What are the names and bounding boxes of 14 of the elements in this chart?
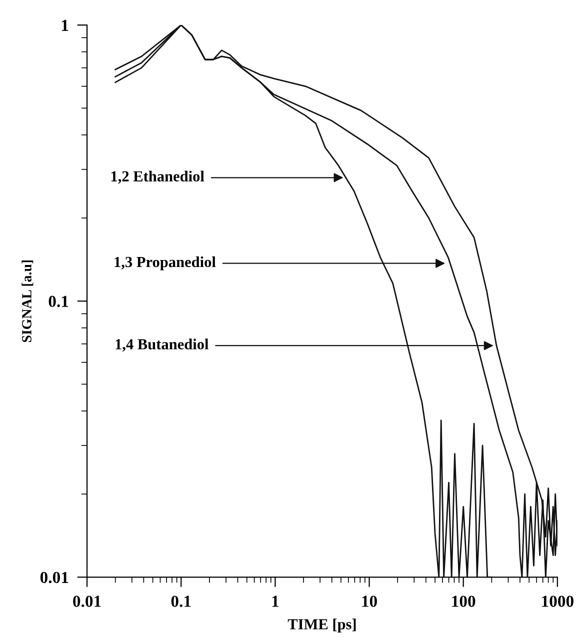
x-tick-label: 0.1 — [171, 596, 191, 608]
y-tick-label: 1 — [62, 20, 68, 31]
y-axis-title: SIGNAL [a.u] — [22, 260, 34, 342]
y-tick-label: 0.1 — [48, 296, 68, 308]
annotation: 1,4 Butanediol — [116, 338, 208, 352]
x-axis-title: TIME [ps] — [288, 618, 356, 633]
annotation: 1,3 Propanediol — [114, 256, 216, 270]
annotation: 1,2 Ethanediol — [111, 170, 204, 184]
x-tick-label: 100 — [452, 596, 476, 607]
x-tick-label: 10 — [362, 596, 377, 607]
y-tick-label: 0.01 — [40, 572, 68, 584]
x-tick-label: 1 — [272, 596, 278, 607]
x-tick-label: 0.01 — [73, 596, 101, 608]
x-tick-label: 1000 — [542, 596, 574, 607]
